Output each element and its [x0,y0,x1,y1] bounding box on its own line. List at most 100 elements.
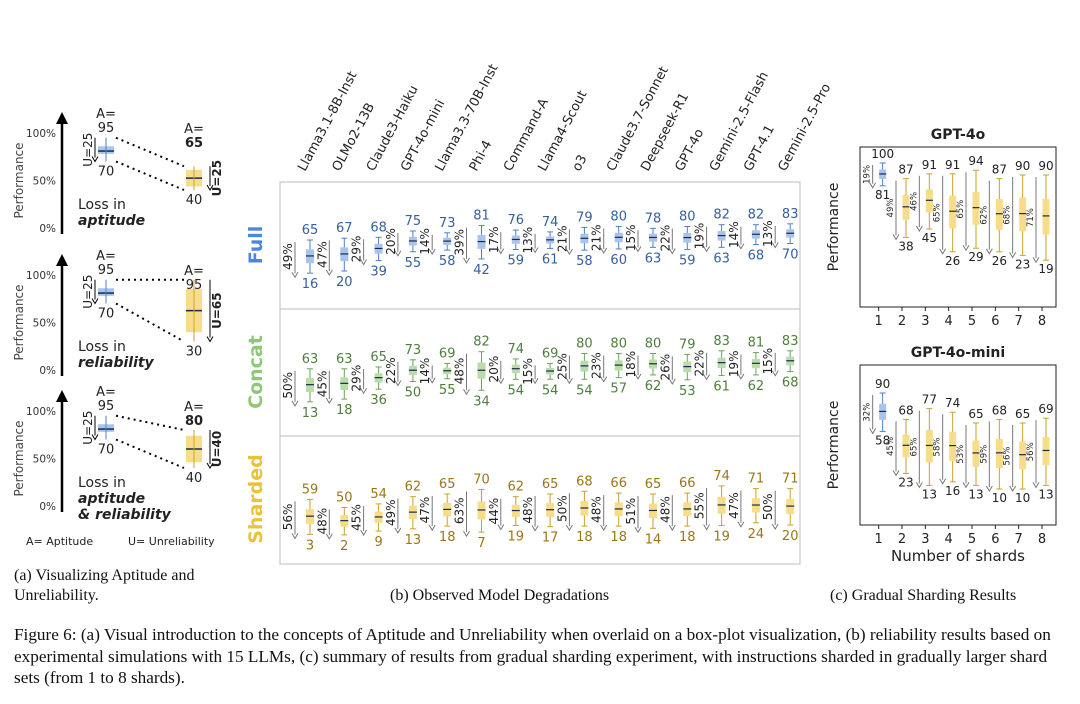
pct-arrow-head [737,243,745,250]
connector-top [115,414,185,431]
pct-label: 21% [590,224,604,251]
shard-top-value: 90 [875,377,890,391]
shard-pct-arrow-head [915,225,923,232]
shard-pct-arrow-head [869,182,877,189]
shard-pct-arrow-head [892,470,900,477]
pct-label: 18% [624,351,638,378]
pct-label: 48% [521,497,535,524]
chart-title: GPT-4o [931,127,986,143]
bottom-value: 18 [610,530,627,545]
series-full: Full 651649%672047%683929%755520%735814%8… [245,207,798,292]
x-tick-label: 2 [898,532,906,547]
bottom-value: 2 [340,539,348,554]
pct-arrow-head [463,389,470,396]
pct-label: 15% [761,348,775,375]
x-tick-label: 4 [945,314,953,329]
shard-pct-arrow-head [915,482,923,489]
series-sharded: Sharded 59 3 56% 50 2 48% 54 9 45% 62 13 49% 65 18 47% 7… [245,454,798,554]
pct-arrow-head [703,246,711,253]
shard-pct-arrow-head [985,485,993,492]
y-axis-label: Performance [826,401,842,490]
top-value: 65 [302,223,319,238]
shard-box-6-box [995,199,1003,230]
pct-label: 51% [624,498,638,525]
pct-arrow-head [325,533,333,540]
tick-50%: 50% [33,318,56,330]
shard-pct-arrow-head [1009,485,1017,492]
a-right-label: A= [184,400,204,415]
shard-top-value: 87 [898,163,913,177]
figure-canvas: Performance100%50%0%A=9570U=25A=6540U=25… [12,62,1057,565]
shard-pct-label: 62% [979,206,989,225]
top-value: 76 [508,213,525,228]
loss-label: Loss in [78,475,126,491]
shard-top-value: 91 [922,158,937,172]
pct-label: 23% [590,352,604,379]
chart-frame [859,364,1057,526]
axis-arrow-head [56,112,68,124]
model-label-o3: o3 [570,153,591,174]
model-label-Claude3.7-Sonnet: Claude3.7-Sonnet [604,64,672,174]
connector-bottom [115,302,185,343]
connector-bottom [115,438,185,469]
shard-bottom-value: 23 [1015,257,1030,271]
bottom-value: 59 [508,254,525,269]
pct-label: 50% [555,495,569,522]
model-label-GPT-4o: GPT-4o [673,127,708,174]
caption-a: (a) Visualizing Aptitude and Unreliabili… [14,567,195,604]
shard-box-3-box [925,430,933,463]
shard-top-value: 91 [945,158,960,172]
shard-box-5-box [972,440,980,467]
chart-frame [859,146,1057,308]
model-label-GPT-4.1: GPT-4.1 [741,123,778,174]
pct-arrow-head [668,378,676,385]
top-value: 78 [645,211,662,226]
u-right-label: U=25 [210,160,224,197]
series-label-concat: Concat [245,335,267,409]
shard-bottom-value: 38 [898,239,913,253]
axis-arrow-head [56,390,68,402]
pct-arrow-head [600,247,608,254]
bottom-value: 34 [473,394,490,409]
pct-arrow-head [600,524,608,532]
shard-bottom-value: 29 [968,250,983,264]
shard-bottom-value: 13 [922,487,937,501]
pct-arrow-head [634,527,642,534]
top-value: 73 [439,216,456,231]
pct-label: 14% [727,221,741,248]
shard-top-value: 77 [922,393,937,407]
top-value: 80 [576,337,593,352]
pct-arrow-head [771,242,779,249]
bottom-value: 13 [405,533,422,548]
x-tick-label: 2 [898,314,906,329]
chart-title: GPT-4o-mini [911,345,1005,361]
pct-arrow-head [394,250,402,257]
bottom-value: 57 [610,382,627,397]
pct-arrow-head [703,374,711,381]
bottom-value: 18 [439,530,456,545]
top-value: 62 [405,480,422,495]
x-tick-label: 8 [1038,532,1046,547]
shard-top-value: 87 [992,163,1007,177]
top-value: 66 [610,476,627,491]
bottom-value: 17 [542,531,559,546]
pct-arrow-head [394,380,402,387]
shard-pct-arrow-head [1009,252,1017,259]
panel-a-row-1: Performance100%50%0%A=9570U=25A=6540U=25… [12,107,224,235]
pct-label: 25% [555,353,569,380]
tick-50%: 50% [33,454,56,466]
u-left-arrow-head [91,434,99,441]
pct-label: 22% [658,225,672,252]
pct-arrow-head [463,257,470,264]
top-value: 81 [748,336,765,351]
shard-pct-label: 58% [933,438,943,457]
shard-pct-label: 68% [1003,206,1013,225]
shard-bottom-value: 13 [1038,487,1053,501]
shard-pct-label: 56% [1003,447,1013,466]
top-value: 82 [473,335,490,350]
top-value: 81 [473,209,490,224]
pct-label: 47% [727,492,741,519]
shard-box-7-box [1019,197,1027,232]
pct-label: 50% [761,493,775,520]
bottom-value: 60 [610,253,627,268]
